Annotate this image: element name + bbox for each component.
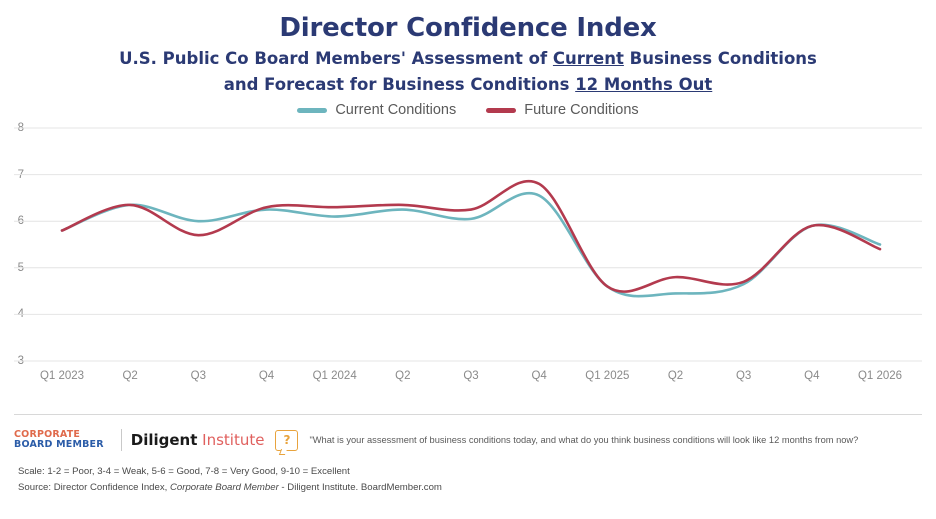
footnotes: Scale: 1-2 = Poor, 3-4 = Weak, 5-6 = Goo…	[18, 464, 442, 496]
x-axis-tick-q4: Q4	[258, 370, 275, 382]
x-axis-tick-q1-2023: Q1 2023	[39, 370, 85, 382]
title-block: Director Confidence Index U.S. Public Co…	[0, 12, 936, 96]
subtitle-underline-months: 12 Months Out	[575, 75, 713, 94]
footer-divider	[14, 414, 922, 415]
diligent-institute-logo: Diligent Institute	[131, 431, 265, 449]
legend-label: Future Conditions	[524, 102, 639, 118]
source-publication: Corporate Board Member	[169, 482, 279, 493]
legend-swatch-icon	[486, 107, 517, 113]
legend-item-future-conditions[interactable]: Future Conditions	[486, 102, 639, 118]
series-line-future-conditions	[60, 180, 882, 293]
source-text-b: - Diligent Institute. BoardMember.com	[278, 482, 442, 493]
question-mark-glyph: ?	[283, 433, 291, 447]
x-axis-tick-q2: Q2	[667, 370, 684, 382]
scale-note: Scale: 1-2 = Poor, 3-4 = Weak, 5-6 = Goo…	[18, 466, 350, 477]
source-text-a: Source: Director Confidence Index,	[18, 482, 170, 493]
subtitle-text-a: U.S. Public Co Board Members' Assessment…	[119, 49, 553, 68]
x-axis-tick-q2: Q2	[395, 370, 411, 382]
x-axis-tick-q2: Q2	[122, 370, 138, 382]
x-axis-tick-q4: Q4	[531, 370, 547, 382]
survey-question-text: "What is your assessment of business con…	[309, 435, 859, 445]
chart-legend: Current Conditions Future Conditions	[0, 102, 936, 118]
legend-item-current-conditions[interactable]: Current Conditions	[297, 102, 456, 118]
page-title: Director Confidence Index	[279, 13, 657, 43]
x-axis-labels: Q1 2023 Q2 Q3 Q4 Q1 2024 Q2 Q3 Q4 Q1 2025 Q2 Q3 Q4 Q…	[0, 370, 936, 394]
legend-swatch-icon	[297, 107, 328, 113]
legend-label: Current Conditions	[335, 102, 457, 118]
x-axis-tick-q1-2026: Q1 2026	[857, 370, 903, 382]
question-bubble-icon: ?	[275, 429, 299, 451]
cbm-logo-line-2: BOARD MEMBER	[14, 439, 104, 450]
source-note: Source: Director Confidence Index, Corpo…	[18, 480, 442, 496]
x-axis-tick-q3: Q3	[190, 370, 206, 382]
x-axis-tick-q1-2025: Q1 2025	[585, 370, 630, 382]
cbm-logo-line-1: CORPORATE	[14, 429, 81, 440]
footer-bar: CORPORATE BOARD MEMBER Diligent Institut…	[14, 422, 858, 458]
institute-word: Institute	[197, 431, 265, 449]
subtitle-underline-current: Current	[552, 49, 624, 68]
subtitle-text-c: and Forecast for Business Conditions	[223, 75, 576, 94]
chart-subtitle-line-2: and Forecast for Business Conditions 12 …	[0, 73, 936, 96]
subtitle-text-b: Business Conditions	[623, 49, 817, 68]
corporate-board-member-logo: CORPORATE BOARD MEMBER	[14, 430, 112, 450]
x-axis-tick-q3: Q3	[463, 370, 479, 382]
x-axis-tick-q4: Q4	[804, 370, 820, 382]
x-axis-tick-q3: Q3	[735, 370, 752, 382]
chart-subtitle-line-1: U.S. Public Co Board Members' Assessment…	[0, 47, 936, 70]
diligent-word: Diligent	[130, 431, 198, 449]
series-lines	[60, 180, 882, 298]
x-axis-tick-q1-2024: Q1 2024	[312, 370, 357, 382]
series-line-current-conditions	[60, 192, 882, 298]
logo-divider	[120, 429, 122, 451]
